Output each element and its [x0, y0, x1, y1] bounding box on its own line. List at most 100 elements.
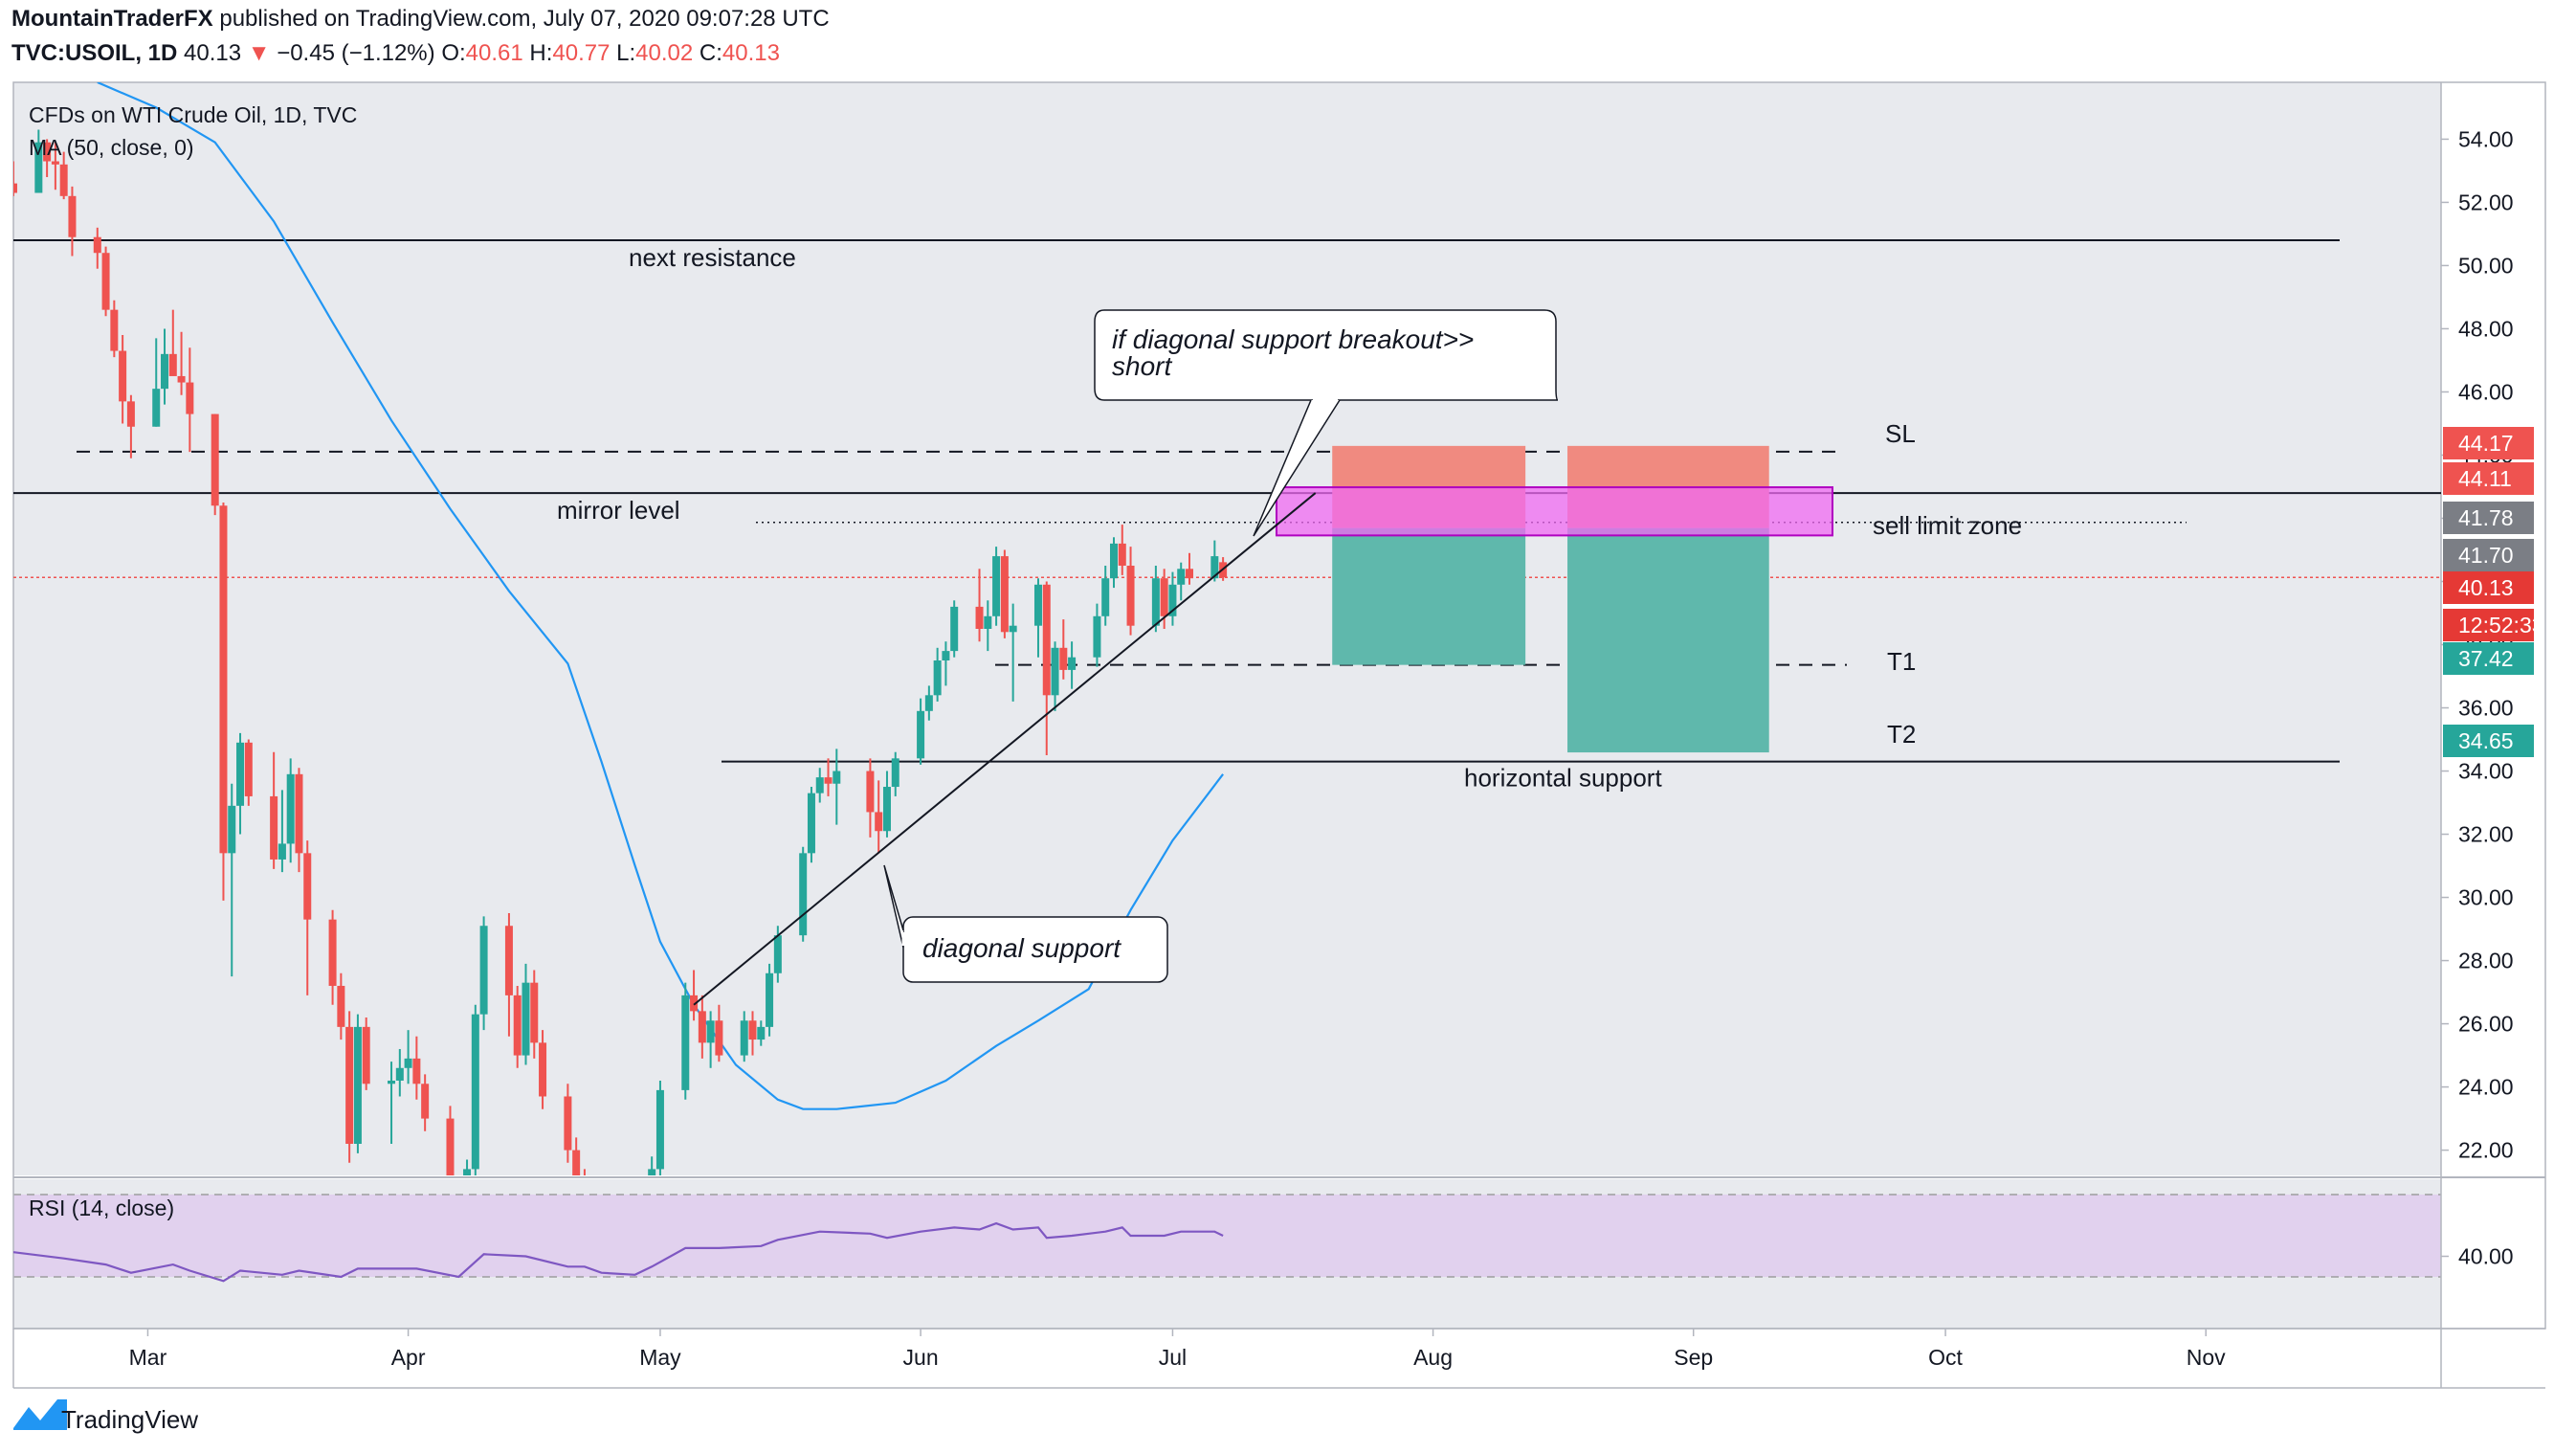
candle-body	[421, 1084, 430, 1119]
candle-body	[1185, 569, 1193, 579]
price-tick-label: 26.00	[2458, 1012, 2514, 1037]
price-tick-label: 24.00	[2458, 1075, 2514, 1100]
candle	[295, 768, 303, 873]
candle	[513, 985, 522, 1068]
candle-body	[942, 651, 950, 661]
candle-body	[1059, 647, 1068, 670]
breakout-callout[interactable]: if diagonal support breakout>>short	[1094, 309, 1559, 537]
candle-body	[395, 1067, 404, 1081]
t2-label: T2	[1887, 720, 1916, 749]
diagonal-support-line[interactable]	[693, 492, 1317, 1006]
candle	[933, 647, 942, 702]
price-tag-bg	[2443, 502, 2534, 534]
candle-body	[866, 771, 875, 813]
candle	[168, 309, 177, 376]
candle	[345, 1011, 354, 1163]
diagonal-support-label: diagonal support	[922, 933, 1121, 963]
price-tag-bg	[2443, 642, 2534, 675]
candle-body	[530, 982, 539, 1043]
candle-body	[1068, 657, 1077, 670]
candle-body	[168, 353, 177, 376]
candle-body	[286, 773, 295, 844]
price-tag-text: 44.11	[2458, 466, 2512, 491]
candle-body	[833, 771, 841, 784]
price-tag-text: 37.42	[2458, 646, 2514, 671]
candle-body	[698, 1011, 706, 1043]
price-tags: 44.17 44.11 41.78 41.70 40.13 12:52:33 37.42 34…	[2443, 427, 2544, 757]
low-label: L:	[616, 40, 636, 66]
symbol-name[interactable]: TVC:USOIL, 1D	[11, 40, 178, 66]
price-tick-label: 46.00	[2458, 379, 2514, 404]
price-tag-last: 40.13	[2443, 571, 2534, 604]
candle-body	[984, 615, 992, 629]
candle-body	[564, 1096, 572, 1151]
candle	[388, 1062, 396, 1144]
price-tick-label: 28.00	[2458, 949, 2514, 973]
position-target-zone[interactable]	[1567, 527, 1769, 753]
candle-body	[278, 843, 286, 860]
candle-body	[244, 742, 253, 796]
candle-body	[119, 350, 127, 402]
candle	[504, 913, 513, 1037]
candle	[404, 1030, 412, 1084]
candle	[68, 186, 77, 257]
candle	[891, 751, 899, 796]
last-price: 40.13	[184, 40, 242, 66]
candle	[766, 963, 774, 1037]
position-target-zone[interactable]	[1332, 527, 1526, 665]
candle	[1033, 578, 1042, 658]
candle	[93, 227, 101, 269]
price-tag-neutral: 41.78	[2443, 502, 2534, 534]
candle	[698, 995, 706, 1059]
callout-box	[1094, 309, 1559, 401]
candle-body	[648, 1169, 656, 1175]
time-axis[interactable]: Mar Apr May Jun Jul Aug Sep Oct Nov	[129, 1329, 2227, 1370]
candle-body	[353, 1026, 362, 1144]
candle	[522, 963, 530, 1065]
candle	[303, 840, 312, 995]
drawings-back	[13, 239, 2441, 763]
sell-limit-zone[interactable]	[1276, 486, 1833, 537]
rsi-line	[13, 1221, 1224, 1283]
candle	[479, 916, 488, 1031]
candle	[471, 1004, 479, 1175]
time-tick-label: Mar	[129, 1345, 167, 1370]
candle	[1068, 641, 1077, 689]
callout-text-line1: if diagonal support breakout>>	[1112, 324, 1474, 354]
candle-body	[388, 1080, 396, 1084]
candle	[1042, 581, 1051, 756]
published-text: published on TradingView.com, July 07, 2…	[219, 6, 830, 32]
diagonal-support-callout[interactable]: diagonal support	[883, 864, 1168, 983]
price-tag-bg	[2443, 609, 2534, 641]
candle	[1109, 537, 1118, 589]
candle	[530, 970, 539, 1059]
close-label: C:	[699, 40, 722, 66]
candle-body	[13, 183, 17, 193]
horizontal-support-label: horizontal support	[1464, 764, 1662, 793]
candle-body	[1109, 543, 1118, 579]
candle-body	[1151, 578, 1160, 626]
candle-body	[1009, 625, 1017, 633]
candle-body	[513, 995, 522, 1056]
candle-body	[1033, 584, 1042, 626]
candle	[1126, 547, 1135, 636]
close-value: 40.13	[722, 40, 780, 66]
candle	[1160, 569, 1168, 629]
candle	[807, 787, 815, 863]
rsi-layer	[13, 1221, 1224, 1283]
price-tag-bg	[2443, 427, 2534, 459]
candle	[655, 1080, 664, 1175]
price-tick-label: 22.00	[2458, 1138, 2514, 1163]
candle	[152, 338, 161, 427]
candle	[757, 1020, 766, 1046]
candle	[690, 970, 699, 1021]
candle	[715, 1004, 723, 1062]
candle-body	[917, 710, 925, 759]
candle-body	[539, 1042, 547, 1097]
publisher-name[interactable]: MountainTraderFX	[11, 6, 213, 32]
candle-body	[924, 695, 933, 711]
callout-pointer	[1253, 399, 1341, 537]
candle-body	[748, 1020, 757, 1040]
time-tick-label: May	[639, 1345, 681, 1370]
tradingview-logo[interactable]: TradingView	[13, 1399, 198, 1434]
